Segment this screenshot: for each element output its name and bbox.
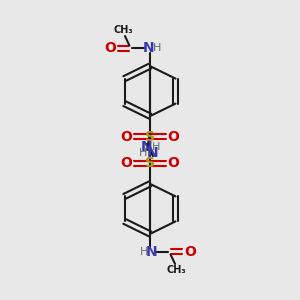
Text: O: O [104,41,116,56]
Text: CH₃: CH₃ [167,265,186,275]
Text: H: H [140,247,148,256]
Text: N: N [146,244,157,259]
Text: S: S [145,130,155,144]
Text: H: H [153,44,161,53]
Text: CH₃: CH₃ [114,25,133,35]
Text: O: O [121,130,132,144]
Text: O: O [121,156,132,170]
Text: O: O [184,244,196,259]
Text: O: O [168,156,179,170]
Text: N: N [141,140,153,154]
Text: N: N [147,146,159,160]
Text: O: O [168,130,179,144]
Text: H: H [152,142,161,152]
Text: N: N [143,41,154,56]
Text: S: S [145,156,155,170]
Text: H: H [139,148,148,158]
